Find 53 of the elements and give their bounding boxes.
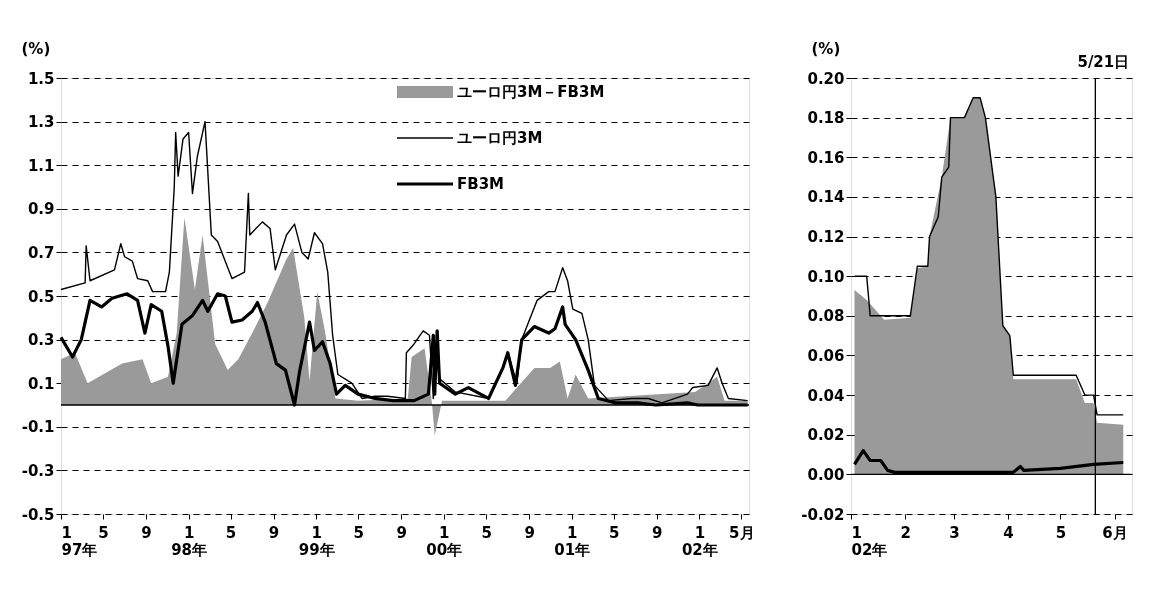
x-tick-label: 9 (141, 523, 152, 542)
x-tick-label: 9 (396, 523, 407, 542)
y-tick-label: 0.08 (807, 307, 845, 326)
x-tick-label: 1 99年 (298, 523, 335, 559)
y-tick-label: 0.00 (807, 465, 845, 484)
y-tick-label: 0.12 (807, 228, 845, 247)
x-tick-label: 4 (1003, 523, 1014, 542)
x-tick-label: 5 (481, 523, 492, 542)
y-tick-label: 0.06 (807, 346, 845, 365)
y-tick-label: 0.1 (27, 374, 55, 393)
x-tick-label: 5 (98, 523, 109, 542)
x-tick-label: 2 (900, 523, 911, 542)
y-tick-label: 0.9 (27, 200, 55, 219)
y-tick-label: 0.02 (807, 426, 845, 445)
y-tick-label: -0.5 (21, 505, 55, 524)
x-tick-label: 1 01年 (554, 523, 591, 559)
y-axis-title: (%) (811, 39, 841, 58)
x-tick-label: 3 (949, 523, 960, 542)
y-tick-label: 0.10 (807, 267, 845, 286)
legend-label: FB3M (457, 175, 505, 193)
x-tick-label: 1 02年 (851, 523, 888, 559)
legend-label: ユーロ円3M (457, 129, 543, 147)
x-tick-label: 1 02年 (681, 523, 718, 559)
y-tick-label: 1.1 (27, 156, 55, 175)
y-axis-title: (%) (21, 39, 51, 58)
ref-line-label: 5/21日 (1077, 53, 1130, 71)
x-tick-label: 9 (651, 523, 663, 542)
y-tick-label: 0.16 (807, 148, 845, 167)
x-tick-label: 9 (524, 523, 535, 542)
y-tick-label: 1.5 (27, 69, 55, 88)
legend-label: ユーロ円3M－FB3M (457, 83, 605, 101)
x-tick-label: 1 98年 (171, 523, 208, 559)
x-tick-label: 5 (353, 523, 364, 542)
x-tick-label: 5 (225, 523, 237, 542)
y-tick-label: 0.7 (27, 243, 55, 262)
line-series (60, 120, 749, 404)
y-tick-label: 0.5 (27, 287, 55, 306)
x-tick-label: 1 00年 (426, 523, 463, 559)
x-tick-label: 9 (268, 523, 280, 542)
y-tick-label: 0.3 (27, 331, 55, 350)
y-tick-label: -0.1 (21, 418, 55, 437)
y-tick-label: 0.20 (807, 69, 845, 88)
y-tick-label: -0.02 (801, 505, 845, 524)
y-tick-label: 0.04 (807, 386, 845, 405)
y-tick-label: 1.3 (27, 113, 55, 132)
y-tick-label: -0.3 (21, 461, 55, 480)
y-tick-label: 0.18 (807, 109, 845, 128)
x-tick-label: 6月 (1102, 523, 1128, 542)
x-tick-label: 1 97年 (61, 523, 98, 559)
x-tick-label: 5 (608, 523, 620, 542)
x-tick-label: 5 (1055, 523, 1067, 542)
x-tick-label: 5月 (729, 523, 755, 542)
y-tick-label: 0.14 (807, 188, 845, 207)
